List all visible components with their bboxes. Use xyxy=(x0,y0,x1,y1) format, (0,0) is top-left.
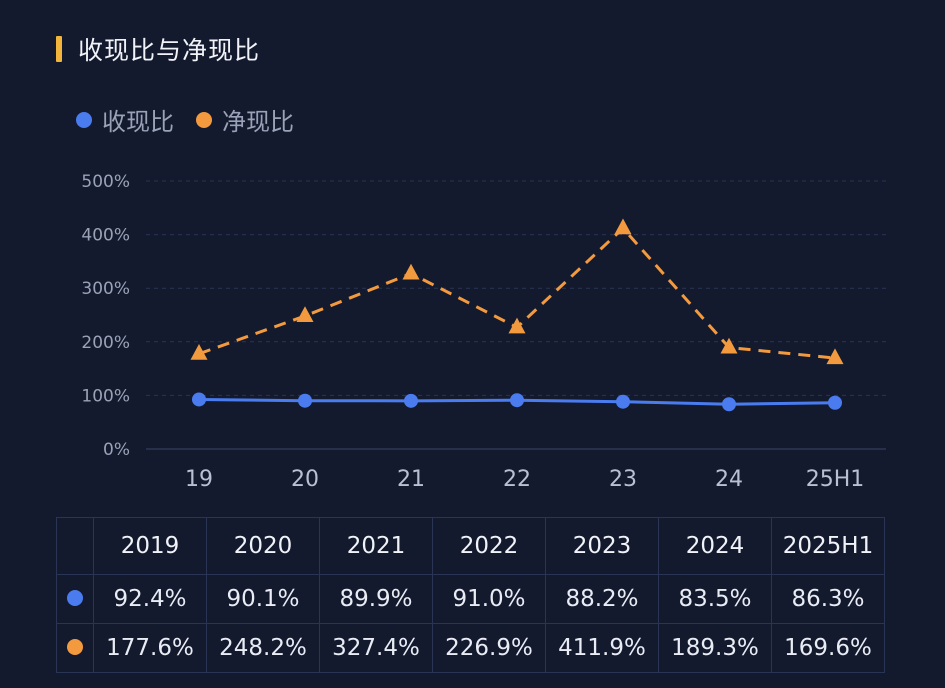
title-accent-bar xyxy=(56,36,62,62)
row-marker-cell xyxy=(56,574,94,624)
table-header-cell: 2019 xyxy=(93,517,207,575)
table-cell: 92.4% xyxy=(93,574,207,624)
data-point-circle xyxy=(722,397,736,412)
table-cell: 411.9% xyxy=(545,623,659,673)
table-cell: 91.0% xyxy=(432,574,546,624)
table-cell: 189.3% xyxy=(658,623,772,673)
data-point-triangle xyxy=(614,218,632,235)
table-cell: 90.1% xyxy=(206,574,320,624)
data-point-triangle xyxy=(190,344,208,360)
table-cell: 86.3% xyxy=(771,574,885,624)
row-marker-cell xyxy=(56,623,94,673)
table-cell: 327.4% xyxy=(319,623,433,673)
series-line-net-cash-ratio xyxy=(198,226,836,360)
table-cell: 88.2% xyxy=(545,574,659,624)
table-corner-cell xyxy=(56,517,94,575)
table-header-cell: 2021 xyxy=(319,517,433,575)
table-row: 177.6% 248.2% 327.4% 226.9% 411.9% 189.3… xyxy=(56,623,885,673)
row-dot-blue xyxy=(67,590,83,606)
legend-label: 收现比 xyxy=(102,108,174,136)
table-header-row: 2019 2020 2021 2022 2023 2024 2025H1 xyxy=(56,517,885,575)
legend-label: 净现比 xyxy=(222,108,294,136)
data-point-circle xyxy=(616,394,630,409)
table-cell: 169.6% xyxy=(771,623,885,673)
table-cell: 89.9% xyxy=(319,574,433,624)
line-chart: 0% 100% 200% 300% 400% 500% 19 20 21 22 23 24 25H1 xyxy=(81,172,886,492)
table-cell: 226.9% xyxy=(432,623,546,673)
data-point-triangle xyxy=(508,317,526,334)
data-point-triangle xyxy=(402,263,420,280)
x-tick-label: 21 xyxy=(397,467,425,492)
legend-dot-orange xyxy=(196,111,212,128)
chart-header: 收现比与净现比 xyxy=(56,33,260,65)
data-point-triangle xyxy=(720,337,738,354)
legend-item-net-cash-ratio[interactable]: 净现比 xyxy=(196,102,294,137)
table-header-cell: 2024 xyxy=(658,517,772,575)
data-point-circle xyxy=(192,392,206,407)
y-tick-label: 100% xyxy=(81,386,130,406)
data-point-circle xyxy=(828,395,842,410)
table-header-cell: 2023 xyxy=(545,517,659,575)
data-point-circle xyxy=(510,393,524,408)
legend-item-collection-ratio[interactable]: 收现比 xyxy=(76,102,174,137)
table-header-cell: 2022 xyxy=(432,517,546,575)
x-tick-label: 19 xyxy=(185,467,213,492)
x-tick-label: 20 xyxy=(291,467,319,492)
table-row: 92.4% 90.1% 89.9% 91.0% 88.2% 83.5% 86.3… xyxy=(56,574,885,624)
y-tick-label: 500% xyxy=(81,172,130,192)
data-table: 2019 2020 2021 2022 2023 2024 2025H1 92.… xyxy=(56,517,885,673)
data-point-triangle xyxy=(826,348,844,365)
table-cell: 83.5% xyxy=(658,574,772,624)
x-tick-label: 25H1 xyxy=(806,467,865,492)
data-point-circle xyxy=(404,393,418,408)
y-tick-label: 200% xyxy=(81,333,130,353)
legend-dot-blue xyxy=(76,111,92,128)
chart-title: 收现比与净现比 xyxy=(78,36,261,65)
y-tick-label: 300% xyxy=(81,279,130,299)
data-point-triangle xyxy=(296,306,314,322)
row-dot-orange xyxy=(67,639,83,655)
legend: 收现比 净现比 xyxy=(76,102,316,137)
table-cell: 248.2% xyxy=(206,623,320,673)
table-header-cell: 2020 xyxy=(206,517,320,575)
y-tick-label: 0% xyxy=(103,440,130,460)
x-tick-label: 24 xyxy=(715,467,743,492)
table-header-cell: 2025H1 xyxy=(771,517,885,575)
data-point-circle xyxy=(298,393,312,408)
table-cell: 177.6% xyxy=(93,623,207,673)
x-tick-label: 22 xyxy=(503,467,531,492)
y-tick-label: 400% xyxy=(81,226,130,246)
x-tick-label: 23 xyxy=(609,467,637,492)
